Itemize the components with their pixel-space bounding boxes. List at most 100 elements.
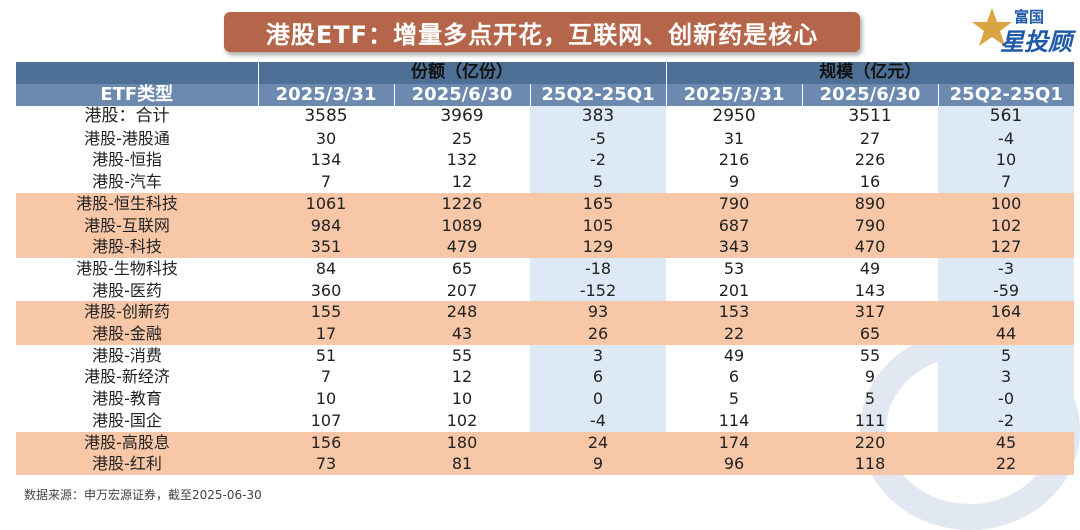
value-cell: 9: [728, 172, 740, 192]
value-cell: 156: [258, 431, 394, 454]
value-cell: 164: [938, 301, 1075, 324]
table-row: 港股-消费 51 55 3 49 55 5: [16, 344, 1075, 367]
logo-text-main: 星投顾: [1000, 28, 1072, 56]
logo-text-top: 富国: [1014, 8, 1045, 26]
value-cell: 114: [718, 410, 750, 430]
value-cell: 12: [451, 367, 473, 387]
table-row: 港股-金融 17 43 26 22 65 44: [16, 323, 1075, 345]
sub-header: 25Q2-25Q1: [937, 84, 1075, 106]
table-row: 港股-生物科技 84 65 -18 53 49 -3: [16, 257, 1075, 280]
value-cell: 351: [258, 236, 394, 258]
table-body: 港股：合计 3585 3969 383 2950 3511 561 港股-港股通 30 25 -5 3…: [16, 106, 1075, 475]
sub-header: 2025/6/30: [801, 84, 939, 106]
value-cell: 73: [258, 453, 394, 475]
value-cell: 216: [718, 150, 750, 170]
value-cell: 984: [258, 214, 394, 237]
table-row: 港股-医药 360 207 -152 201 143 -59: [16, 279, 1075, 302]
value-cell: 790: [666, 192, 803, 215]
table-row: 港股-红利 73 81 9 96 118 22: [16, 453, 1075, 475]
value-cell: -2: [530, 149, 667, 172]
value-cell: 65: [451, 258, 473, 278]
value-cell: 55: [859, 345, 881, 365]
value-cell: -0: [938, 388, 1075, 410]
table-row: 港股-科技 351 479 129 343 470 127: [16, 236, 1075, 258]
value-cell: 3: [938, 366, 1075, 389]
value-cell: 53: [723, 258, 745, 278]
value-cell: 96: [666, 453, 803, 475]
value-cell: 30: [315, 128, 337, 148]
value-cell: -2: [938, 409, 1075, 432]
etf-type-cell: 港股-医药: [92, 280, 162, 300]
etf-type-cell: 港股-红利: [16, 453, 258, 475]
value-cell: 111: [854, 410, 886, 430]
value-cell: -18: [530, 257, 667, 280]
value-cell: 9: [530, 453, 667, 475]
group-header-shares: 份额（亿份）: [257, 62, 667, 84]
value-cell: 25: [451, 128, 473, 148]
value-cell: 153: [666, 301, 803, 324]
star-logo-icon: [972, 8, 1012, 46]
table-row: 港股-汽车 7 12 5 9 16 7: [16, 171, 1075, 193]
value-cell: 44: [938, 323, 1075, 345]
value-cell: 12: [451, 172, 473, 192]
value-cell: 155: [258, 301, 394, 324]
value-cell: 317: [802, 301, 939, 324]
value-cell: 165: [530, 192, 667, 215]
value-cell: 143: [854, 280, 886, 300]
value-cell: 31: [723, 128, 745, 148]
value-cell: 51: [315, 345, 337, 365]
value-cell: 102: [938, 214, 1075, 237]
etf-type-cell: 港股-国企: [92, 410, 162, 430]
value-cell: 383: [530, 106, 667, 128]
value-cell: 3969: [440, 106, 484, 126]
etf-type-cell: 港股-恒生科技: [16, 192, 258, 215]
value-cell: 180: [394, 431, 530, 454]
value-cell: 55: [451, 345, 473, 365]
value-cell: 102: [446, 410, 478, 430]
value-cell: 65: [802, 323, 939, 345]
value-cell: 2950: [712, 106, 756, 126]
page-title: 港股ETF：增量多点开花，互联网、创新药是核心: [224, 12, 860, 52]
value-cell: 9: [864, 367, 876, 387]
value-cell: 226: [854, 150, 886, 170]
value-cell: -59: [938, 279, 1075, 302]
table-row: 港股-恒生科技 1061 1226 165 790 890 100: [16, 192, 1075, 215]
value-cell: 10: [451, 389, 473, 409]
etf-type-cell: 港股-新经济: [84, 367, 170, 387]
value-cell: 22: [938, 453, 1075, 475]
etf-type-cell: 港股-汽车: [92, 172, 162, 192]
value-cell: 561: [938, 106, 1075, 128]
etf-type-cell: 港股：合计: [84, 106, 170, 126]
value-cell: 1226: [394, 192, 530, 215]
table-row: 港股-高股息 156 180 24 174 220 45: [16, 431, 1075, 454]
group-header-scale: 规模（亿元）: [665, 62, 1075, 84]
value-cell: 3585: [304, 106, 348, 126]
value-cell: -4: [530, 409, 667, 432]
etf-type-cell: 港股-高股息: [16, 431, 258, 454]
etf-type-cell: 港股-港股通: [84, 128, 170, 148]
value-cell: 220: [802, 431, 939, 454]
value-cell: 360: [310, 280, 342, 300]
table-row: 港股-教育 10 10 0 5 5 -0: [16, 388, 1075, 410]
value-cell: 5: [530, 171, 667, 193]
sub-header: 2025/3/31: [257, 84, 394, 106]
etf-table: 份额（亿份） 规模（亿元） ETF类型 2025/3/31 2025/6/30 …: [16, 62, 1075, 475]
value-cell: 129: [530, 236, 667, 258]
value-cell: 0: [530, 388, 667, 410]
data-source-note: 数据来源：申万宏源证券，截至2025-06-30: [24, 488, 262, 502]
value-cell: 3: [530, 344, 667, 367]
value-cell: 127: [938, 236, 1075, 258]
value-cell: 24: [530, 431, 667, 454]
value-cell: 107: [310, 410, 342, 430]
value-cell: 134: [310, 150, 342, 170]
value-cell: 27: [859, 128, 881, 148]
type-header: ETF类型: [16, 84, 258, 106]
value-cell: 174: [666, 431, 803, 454]
value-cell: 49: [723, 345, 745, 365]
value-cell: -3: [938, 257, 1075, 280]
value-cell: 7: [320, 172, 332, 192]
table-row: 港股-互联网 984 1089 105 687 790 102: [16, 214, 1075, 237]
sub-header: 2025/3/31: [665, 84, 803, 106]
value-cell: 1061: [258, 192, 394, 215]
value-cell: 1089: [394, 214, 530, 237]
